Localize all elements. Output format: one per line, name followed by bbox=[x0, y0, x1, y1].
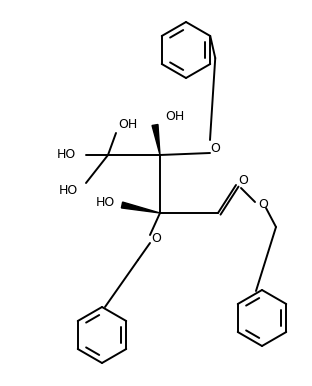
Text: O: O bbox=[258, 198, 268, 212]
Polygon shape bbox=[121, 202, 160, 213]
Text: OH: OH bbox=[118, 119, 138, 132]
Text: HO: HO bbox=[58, 185, 78, 198]
Text: HO: HO bbox=[95, 196, 115, 210]
Polygon shape bbox=[152, 125, 160, 155]
Text: O: O bbox=[238, 173, 248, 186]
Text: OH: OH bbox=[165, 110, 185, 124]
Text: O: O bbox=[210, 142, 220, 154]
Text: HO: HO bbox=[56, 149, 76, 161]
Text: O: O bbox=[151, 232, 161, 245]
